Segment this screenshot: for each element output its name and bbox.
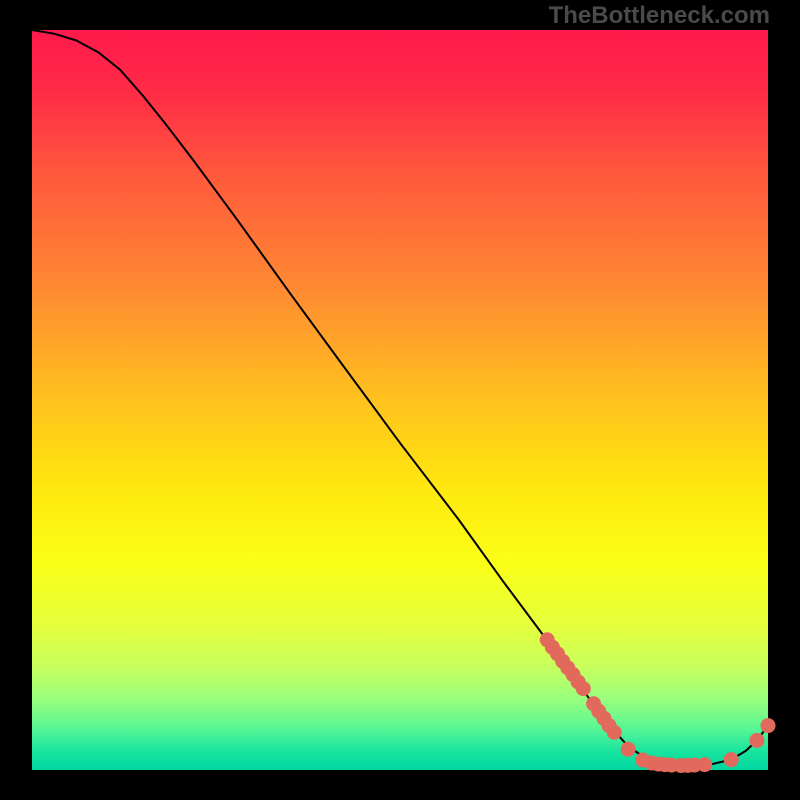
bottleneck-curve bbox=[32, 30, 768, 766]
data-marker bbox=[621, 742, 636, 757]
data-marker bbox=[607, 725, 622, 740]
chart-root: TheBottleneck.com bbox=[0, 0, 800, 800]
data-marker bbox=[761, 718, 776, 733]
data-marker bbox=[749, 733, 764, 748]
data-marker bbox=[724, 752, 739, 767]
data-marker bbox=[697, 757, 712, 772]
chart-svg-layer bbox=[0, 0, 800, 800]
watermark-text: TheBottleneck.com bbox=[549, 2, 770, 30]
data-marker bbox=[576, 681, 591, 696]
